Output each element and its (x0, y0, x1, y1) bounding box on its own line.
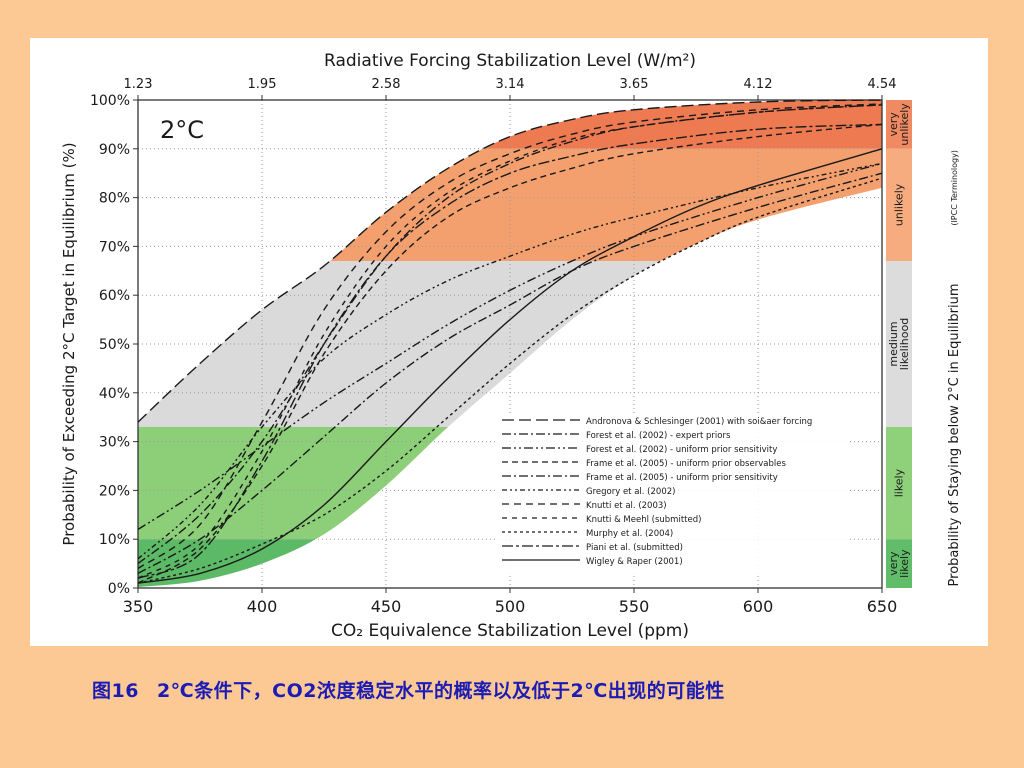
series-line (137, 162, 883, 530)
figure-caption: 图16 2℃条件下，CO2浓度稳定水平的概率以及低于2℃出现的可能性 (92, 676, 725, 703)
top-tick-label: 1.95 (248, 77, 277, 92)
legend-entry: Gregory et al. (2002) (586, 487, 675, 497)
legend: Andronova & Schlesinger (2001) with soi&… (498, 413, 850, 573)
y-tick-label: 0% (108, 581, 130, 597)
caption-text: 2℃条件下，CO2浓度稳定水平的概率以及低于2℃出现的可能性 (156, 680, 725, 702)
legend-entry: Knutti et al. (2003) (586, 501, 667, 511)
y-tick-label: 100% (90, 93, 130, 109)
series-line (137, 99, 883, 423)
y-tick-label: 60% (99, 288, 130, 304)
legend-entry: Frame et al. (2005) - uniform prior sens… (586, 473, 778, 483)
x-axis-label: CO₂ Equivalence Stabilization Level (ppm… (331, 621, 689, 641)
legend-entry: Andronova & Schlesinger (2001) with soi&… (586, 417, 812, 427)
likelihood-band-label: very (887, 112, 900, 137)
likelihood-band-label: medium (887, 321, 900, 366)
series-line (137, 148, 883, 584)
y-tick-label: 10% (99, 532, 130, 548)
top-tick-label: 2.58 (372, 77, 401, 92)
likelihood-band (886, 426, 912, 540)
right-axis: Probability of Staying below 2°C in Equi… (947, 150, 962, 586)
series-line (137, 103, 883, 570)
series-line (137, 177, 883, 584)
likelihood-band (886, 148, 912, 262)
legend-entry: Forest et al. (2002) - uniform prior sen… (586, 445, 777, 455)
legend-entry: Wigley & Raper (2001) (586, 557, 683, 567)
x-tick-label: 550 (619, 597, 650, 616)
right-axis-label: Probability of Staying below 2°C in Equi… (947, 283, 962, 586)
y-axis: 0% 10% 20% 30% 40% 50% 60% 70% 80% 90% 100% Probabi… (60, 93, 138, 597)
probability-chart: veryunlikelyunlikelymediumlikelihoodlike… (60, 51, 962, 641)
series-line (137, 104, 883, 579)
y-tick-label: 80% (99, 191, 130, 207)
right-axis-note: (IPCC Terminology) (950, 150, 959, 226)
series-line (137, 172, 883, 575)
y-tick-label: 70% (99, 239, 130, 255)
x-tick-label: 650 (867, 597, 898, 616)
series-line (137, 123, 883, 579)
y-axis-label: Probability of Exceeding 2°C Target in E… (60, 142, 78, 545)
likelihood-band-strip: veryunlikelyunlikelymediumlikelihoodlike… (886, 100, 912, 588)
legend-entry: Piani et al. (submitted) (586, 543, 683, 553)
legend-entry: Murphy et al. (2004) (586, 529, 673, 539)
x-tick-label: 500 (495, 597, 526, 616)
chart-title: Radiative Forcing Stabilization Level (W… (324, 51, 696, 71)
top-axis: 1.23 1.95 2.58 3.14 3.65 4.12 4.54 Radiative Fo… (124, 51, 897, 100)
series-line (137, 123, 883, 584)
temperature-annotation: 2°C (160, 116, 204, 144)
likelihood-band-label: likelihood (898, 318, 911, 370)
likelihood-band (886, 100, 912, 149)
series-lines (137, 99, 883, 584)
y-tick-label: 40% (99, 386, 130, 402)
y-tick-label: 50% (99, 337, 130, 353)
top-tick-label: 4.12 (744, 77, 773, 92)
likelihood-band (886, 539, 912, 588)
likelihood-band-label: likely (893, 468, 906, 497)
likelihood-band-label: very (887, 551, 900, 576)
figure-number: 图16 (92, 680, 139, 702)
x-tick-label: 450 (371, 597, 402, 616)
legend-entry: Forest et al. (2002) - expert priors (586, 431, 731, 441)
x-tick-label: 350 (123, 597, 154, 616)
x-tick-label: 600 (743, 597, 774, 616)
y-tick-label: 30% (99, 435, 130, 451)
legend-entry: Knutti & Meehl (submitted) (586, 515, 701, 525)
chart-panel: very unlikely unlikely medium likelihood like… (30, 38, 988, 646)
legend-entry: Frame et al. (2005) - uniform prior obse… (586, 459, 786, 469)
y-tick-label: 90% (99, 142, 130, 158)
top-tick-label: 4.54 (868, 77, 897, 92)
top-tick-label: 1.23 (124, 77, 153, 92)
x-tick-label: 400 (247, 597, 278, 616)
top-tick-label: 3.14 (496, 77, 525, 92)
top-tick-label: 3.65 (620, 77, 649, 92)
likelihood-band-label: unlikely (898, 103, 911, 146)
y-tick-label: 20% (99, 483, 130, 499)
likelihood-band-label: likely (898, 549, 911, 578)
likelihood-band-label: unlikely (893, 183, 906, 226)
x-axis: 350 400 450 500 550 600 650 CO₂ Equivalence Sta… (123, 588, 898, 641)
likelihood-band (886, 261, 912, 427)
